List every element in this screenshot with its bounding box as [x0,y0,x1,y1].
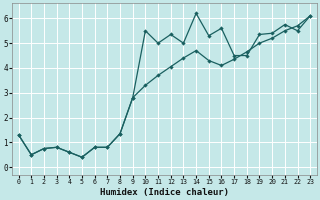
X-axis label: Humidex (Indice chaleur): Humidex (Indice chaleur) [100,188,229,197]
